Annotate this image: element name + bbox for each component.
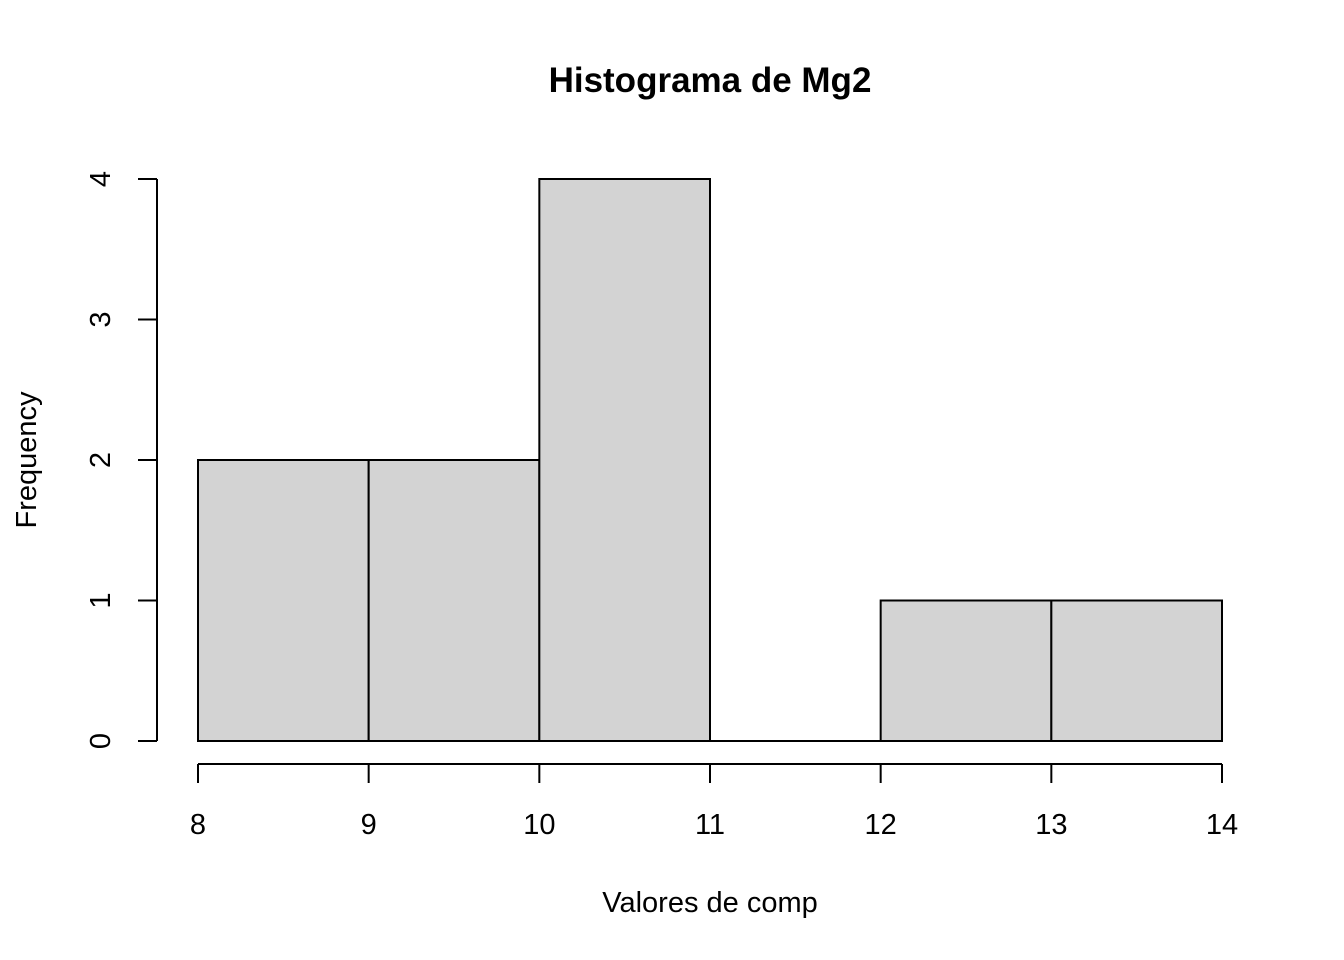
y-axis-label: Frequency xyxy=(11,391,43,529)
y-axis: 0 1 2 3 4 xyxy=(85,171,158,749)
x-axis-label: Valores de comp xyxy=(602,887,817,919)
y-tick-label: 0 xyxy=(85,733,117,749)
x-tick-label: 14 xyxy=(1206,809,1238,841)
histogram-bar-5 xyxy=(879,599,1053,742)
x-tick-label: 10 xyxy=(523,809,555,841)
y-tick-label: 2 xyxy=(85,452,117,468)
bars-group xyxy=(197,178,1224,742)
x-tick-label: 11 xyxy=(695,809,725,841)
x-tick-label: 13 xyxy=(1035,809,1067,841)
y-tick-label: 1 xyxy=(85,592,117,608)
chart-title: Histograma de Mg2 xyxy=(549,61,872,100)
histogram-bar-3 xyxy=(538,178,711,742)
y-tick-label: 3 xyxy=(85,311,117,327)
x-tick-label: 8 xyxy=(190,809,206,841)
x-axis: 8 9 10 11 12 13 14 xyxy=(190,763,1238,841)
x-tick-label: 9 xyxy=(361,809,377,841)
y-tick-label: 4 xyxy=(85,171,117,187)
x-tick-label: 12 xyxy=(865,809,897,841)
histogram-bar-2 xyxy=(367,459,541,742)
histogram-bar-6 xyxy=(1050,599,1224,742)
x-ticks: 8 9 10 11 12 13 14 xyxy=(190,764,1238,841)
y-ticks: 0 1 2 3 4 xyxy=(85,171,157,749)
histogram-bar-1 xyxy=(197,459,370,742)
